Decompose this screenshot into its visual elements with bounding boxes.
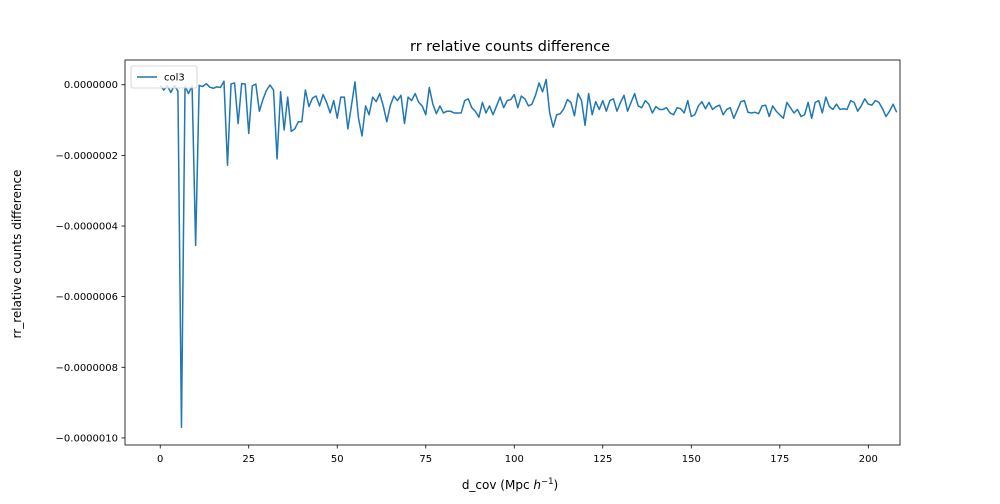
axes-frame xyxy=(124,59,901,446)
x-axis-label-close: ) xyxy=(554,478,559,492)
x-tick-label: 0 xyxy=(157,454,163,465)
y-axis-label: rr_relative counts difference xyxy=(10,170,24,339)
y-tick-label: −0.0000008 xyxy=(56,363,118,374)
y-tick-label: −0.0000002 xyxy=(56,151,118,162)
x-tick-label: 175 xyxy=(770,454,789,465)
x-tick-label: 150 xyxy=(682,454,701,465)
x-tick-label: 200 xyxy=(859,454,878,465)
x-tick-label: 75 xyxy=(419,454,432,465)
x-axis-label-h: h xyxy=(533,478,541,492)
y-tick-label: −0.0000004 xyxy=(56,222,118,233)
chart-title: rr relative counts difference xyxy=(410,39,610,55)
y-tick-label: −0.0000010 xyxy=(56,433,118,444)
x-tick-label: 50 xyxy=(331,454,344,465)
series-line-col3 xyxy=(159,78,898,429)
x-tick-label: 100 xyxy=(505,454,524,465)
legend-box xyxy=(130,65,198,89)
x-tick-label: 125 xyxy=(593,454,612,465)
legend-label-col3: col3 xyxy=(164,73,185,84)
x-axis-label-exponent: −1 xyxy=(541,477,554,487)
legend: col3 xyxy=(130,65,198,89)
x-axis-label-main: d_cov (Mpc xyxy=(462,478,534,492)
x-tick-label: 25 xyxy=(242,454,255,465)
x-axis-label: d_cov (Mpc h−1) xyxy=(462,477,558,492)
y-tick-label: 0.0000000 xyxy=(64,80,118,91)
y-tick-label: −0.0000006 xyxy=(56,292,118,303)
